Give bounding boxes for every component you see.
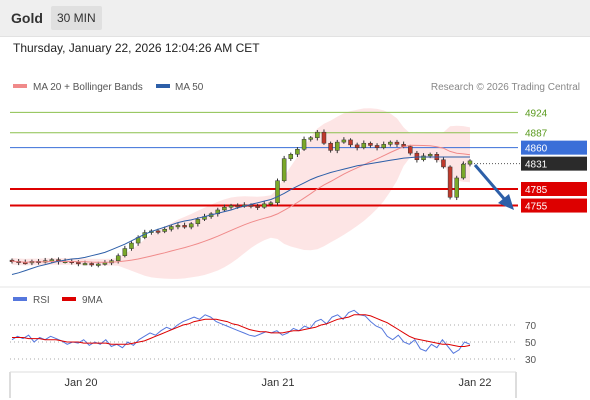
candle-body [381,144,386,148]
candle-body [76,262,81,265]
candle-body [155,230,161,233]
candle-body [361,142,367,148]
candle-body [301,139,307,150]
level-badge-4860 [521,140,587,155]
candle-body [441,159,446,168]
candle-body [388,141,393,145]
candle-body [228,205,234,208]
last-price-label: 4831 [525,160,548,171]
candle-body [102,262,108,265]
candle-body [175,225,181,228]
bollinger-band-area [12,108,470,279]
candle-body [82,263,88,266]
level-badge-4755 [521,198,587,213]
rsi-line [11,309,471,354]
candle-body [461,163,466,179]
x-tick-jan20: Jan 20 [64,377,97,389]
candle-body [394,141,400,145]
candle-body [447,166,453,198]
candle-body [255,205,260,208]
candle-body [308,137,313,140]
ma20-legend-swatch [13,84,27,88]
rsi-tick-50: 50 [525,338,537,349]
candle-body [169,226,174,230]
ma50-legend-swatch [156,84,170,88]
x-tick-jan21: Jan 21 [261,377,294,389]
rsi-legend-label: RSI [33,295,50,306]
candle-body [235,205,240,208]
symbol-title: Gold [11,10,43,26]
ma20-legend-label: MA 20 + Bollinger Bands [33,82,143,93]
ma9-legend-swatch [62,297,76,301]
candle-body [334,141,340,151]
candle-body [427,154,433,157]
ma9-line [12,314,471,347]
candle-body [89,263,94,266]
ma9-legend-label: 9MA [82,295,103,306]
candle-body [49,259,55,262]
candle-body [321,131,327,144]
forecast-arrow [473,164,514,210]
candle-body [182,225,187,228]
candle-body [295,149,300,155]
candle-body [328,142,333,151]
candle-body [268,202,274,205]
bollinger-bands [12,108,470,279]
last-price-badge [521,156,587,171]
level-label-4860: 4860 [525,144,548,155]
x-tick-jan22: Jan 22 [458,377,491,389]
candle-body [354,144,360,148]
candle-body [248,204,254,207]
candle-body [315,131,320,138]
credit-label: Research © 2026 Trading Central [431,82,580,93]
level-badge-4785 [521,182,587,196]
candle-body [374,145,380,148]
rsi-tick-70: 70 [525,321,537,332]
candle-body [195,219,201,224]
rsi-tick-30: 30 [525,355,537,366]
key-levels: 4924 4887 4860 4785 4755 [10,108,587,213]
interval-badge[interactable]: 30 MIN [51,6,102,30]
chart-header: Gold 30 MIN [0,0,590,37]
candle-body [275,180,280,204]
candle-body [222,206,227,211]
candle-body [122,248,128,256]
candle-body [162,229,167,232]
rsi-legend-swatch [13,297,27,301]
candle-body [341,139,347,143]
candle-body [281,158,287,181]
ma50-legend-label: MA 50 [175,82,204,93]
candle-body [408,146,413,154]
candle-body [368,142,373,146]
level-label-4755: 4755 [525,202,548,213]
level-label-4924: 4924 [525,108,548,119]
candle-body [348,139,353,146]
chart-timestamp: Thursday, January 22, 2026 12:04:26 AM C… [13,41,260,55]
candle-body [288,154,294,159]
candle-body [454,177,459,198]
level-label-4887: 4887 [525,129,548,140]
candle-body [414,152,420,161]
candle-body [115,255,121,261]
candle-body [188,223,194,228]
ma20-line [11,144,471,263]
candle-body [421,155,426,161]
level-label-4785: 4785 [525,185,548,196]
candle-body [129,242,134,249]
candle-body [467,160,473,165]
ma50-line [11,156,470,275]
candle-body [261,203,267,208]
candle-body [96,263,101,266]
